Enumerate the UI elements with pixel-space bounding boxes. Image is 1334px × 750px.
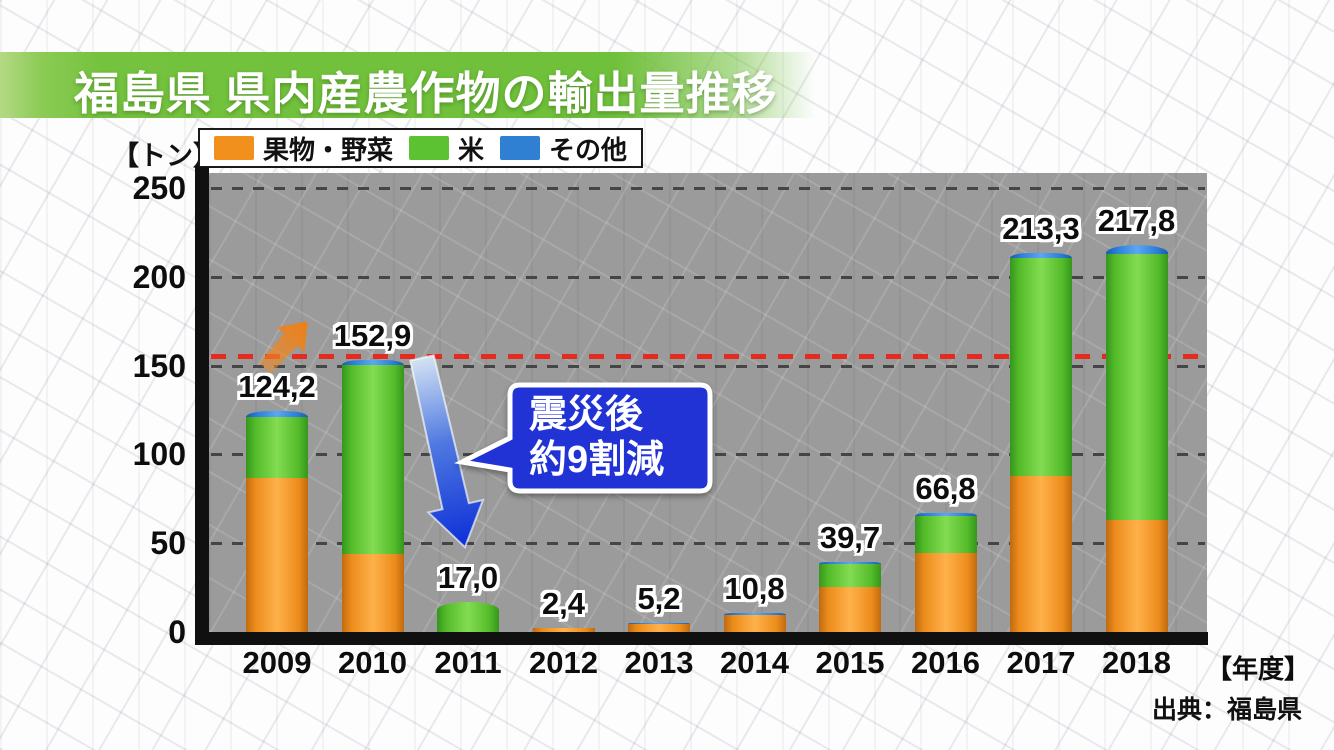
bar-segment-fruits-vegetables xyxy=(723,614,786,632)
y-tick-label-150: 150 xyxy=(132,347,186,384)
bar-segment-rice xyxy=(914,516,977,554)
decline-arrow-icon xyxy=(409,354,485,549)
bar-value-label: 124,2 xyxy=(238,369,316,405)
legend-item-rice: 米 xyxy=(409,130,484,167)
legend-swatch-other xyxy=(500,136,541,160)
annotation-overlay: 震災後 約9割減 xyxy=(259,321,713,549)
x-tick-label-2017: 2017 xyxy=(1006,645,1076,680)
chart-legend: 果物・野菜 米 その他 xyxy=(198,128,644,168)
legend-swatch-rice xyxy=(409,136,450,160)
bar-segment-rice xyxy=(1105,254,1168,521)
title-banner xyxy=(0,52,1020,118)
x-tick-label-2013: 2013 xyxy=(624,645,694,680)
gridline-50 xyxy=(211,542,1205,546)
bar-value-label: 39,7 xyxy=(819,519,881,555)
gridline-200 xyxy=(211,275,1205,279)
bar-segment-other xyxy=(914,513,977,517)
legend-item-fruits-vegetables: 果物・野菜 xyxy=(214,130,393,167)
legend-label-other: その他 xyxy=(549,134,628,165)
bar-segment-rice xyxy=(819,564,881,588)
bar-segment-fruits-vegetables xyxy=(819,587,881,632)
bar-segment-fruits-vegetables xyxy=(628,623,690,632)
annotation-line1: 震災後 xyxy=(529,394,644,436)
y-axis-line xyxy=(195,167,209,645)
bar-value-label: 2,4 xyxy=(541,585,586,621)
y-tick-label-200: 200 xyxy=(132,258,186,295)
y-tick-label-0: 0 xyxy=(168,614,186,650)
bar-segment-rice xyxy=(437,601,499,632)
bar-2012 xyxy=(532,627,595,632)
x-tick-label-2016: 2016 xyxy=(911,645,980,680)
y-tick-label-50: 50 xyxy=(150,525,186,562)
x-axis-line xyxy=(195,632,1208,645)
bar-value-label: 152,9 xyxy=(333,318,412,354)
bar-segment-fruits-vegetables xyxy=(1105,520,1168,632)
x-tick-label-2014: 2014 xyxy=(720,645,789,680)
bar-value-label: 217,8 xyxy=(1097,203,1176,239)
bar-segment-fruits-vegetables xyxy=(341,553,404,632)
bar-segment-other xyxy=(341,360,404,365)
bar-segment-fruits-vegetables xyxy=(532,628,595,632)
annotation-line2: 約9割減 xyxy=(529,439,664,481)
bar-segment-other xyxy=(246,411,308,417)
reference-line xyxy=(211,353,1205,359)
x-tick-label-2010: 2010 xyxy=(338,645,407,680)
rise-arrow-icon xyxy=(259,321,308,374)
bar-segment-other xyxy=(1105,245,1168,255)
x-tick-label-2018: 2018 xyxy=(1102,645,1171,680)
bar-segment-other xyxy=(819,561,881,564)
bar-2011 xyxy=(437,601,499,632)
x-tick-label-2011: 2011 xyxy=(434,645,502,680)
source-credit: 出典：福島県 xyxy=(1151,696,1302,724)
gridline-150 xyxy=(211,364,1205,368)
bar-segment-other xyxy=(628,622,690,624)
bar-2010 xyxy=(341,360,404,632)
bar-segment-other xyxy=(1010,253,1072,258)
legend-label-fruits-vegetables: 果物・野菜 xyxy=(263,134,394,165)
bar-2013 xyxy=(628,622,690,632)
x-tick-label-2009: 2009 xyxy=(242,645,312,680)
bar-2016 xyxy=(914,513,977,632)
page-title: 福島県 県内産農作物の輸出量推移 xyxy=(74,68,778,119)
legend-item-other: その他 xyxy=(500,130,627,167)
bar-2015 xyxy=(819,561,881,632)
y-tick-label-100: 100 xyxy=(132,436,186,473)
bar-segment-rice xyxy=(1010,257,1072,477)
bar-value-label: 5,2 xyxy=(637,580,681,616)
bar-2017 xyxy=(1010,253,1072,632)
bar-value-label: 66,8 xyxy=(915,471,976,507)
bar-2018 xyxy=(1105,245,1168,632)
bar-value-label: 10,8 xyxy=(724,570,785,606)
bar-2014 xyxy=(723,612,786,632)
y-tick-label-250: 250 xyxy=(132,170,186,206)
x-tick-label-2012: 2012 xyxy=(529,645,598,680)
bar-segment-rice xyxy=(341,364,404,554)
annotation-bubble: 震災後 約9割減 xyxy=(454,382,713,494)
legend-label-rice: 米 xyxy=(458,134,485,165)
legend-swatch-fruits-vegetables xyxy=(214,136,254,160)
x-axis-suffix-label: 【年度】 xyxy=(1206,654,1311,684)
bar-segment-fruits-vegetables xyxy=(1010,476,1072,632)
bar-segment-other xyxy=(532,627,595,629)
bar-2009 xyxy=(246,411,308,632)
gridline-250 xyxy=(211,187,1205,190)
bar-value-label: 17,0 xyxy=(437,559,499,595)
bar-segment-fruits-vegetables xyxy=(246,478,308,632)
x-tick-label-2015: 2015 xyxy=(815,645,885,680)
bar-segment-fruits-vegetables xyxy=(914,553,977,632)
bar-value-label: 213,3 xyxy=(1002,211,1080,247)
bar-segment-rice xyxy=(246,416,308,479)
bar-segment-other xyxy=(723,612,786,615)
